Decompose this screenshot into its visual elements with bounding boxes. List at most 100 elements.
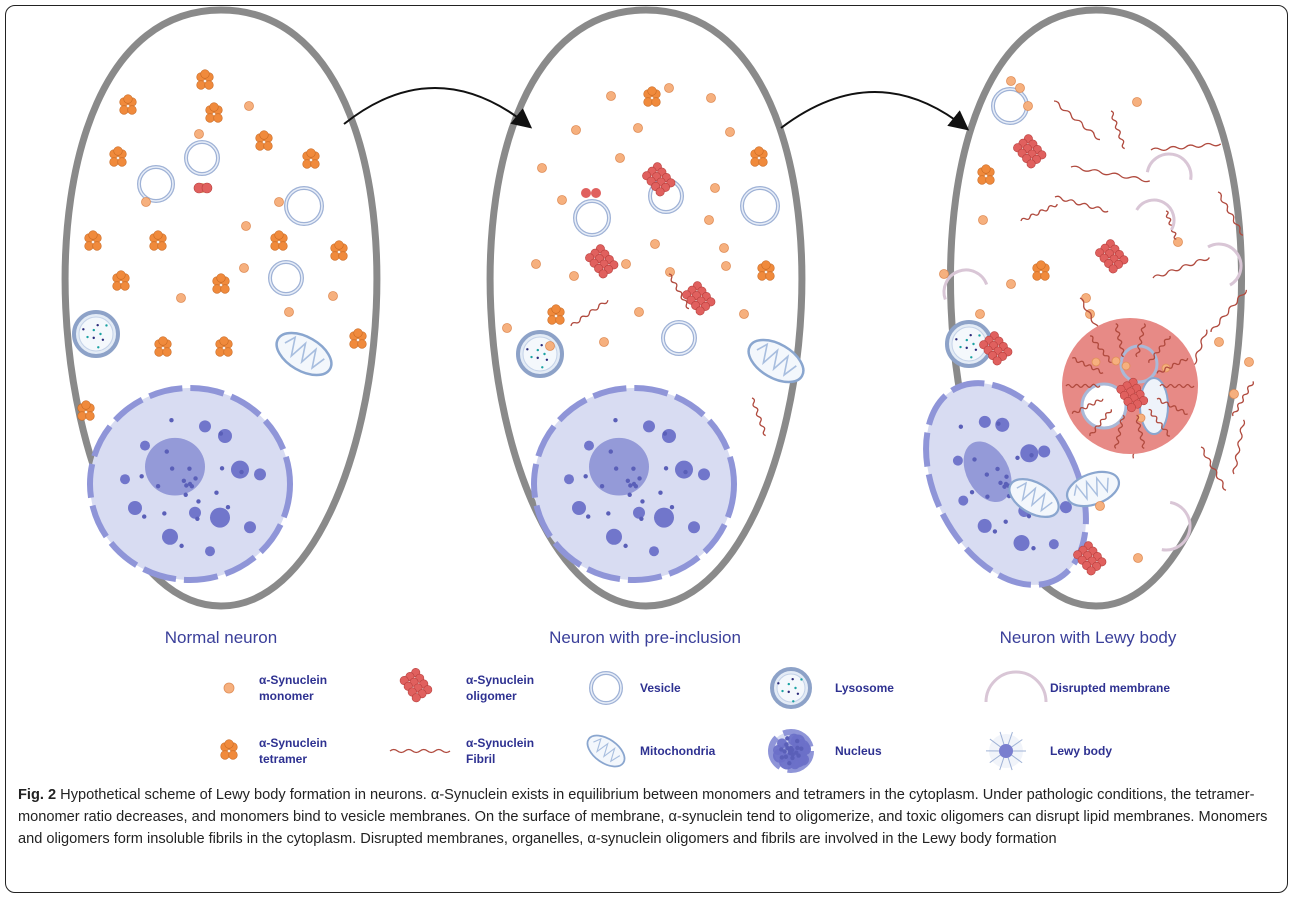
fibril-icon [1150, 142, 1222, 152]
vesicle-icon [284, 186, 324, 226]
legend-label-disrupted-membrane: Disrupted membrane [1050, 680, 1170, 696]
lewy-body-inclusion [1062, 318, 1198, 454]
oligomer-icon [979, 331, 1013, 366]
tetramer-icon [757, 260, 775, 281]
legend-label-nucleus: Nucleus [835, 743, 882, 759]
fibril-icon [1070, 165, 1151, 183]
tetramer-icon [220, 739, 238, 760]
legend-oligomer-icon [399, 668, 433, 703]
lysosome-icon [516, 330, 564, 378]
tetramer-icon [977, 164, 995, 185]
vesicle-icon [573, 199, 611, 237]
cell-label-pre-inclusion: Neuron with pre-inclusion [549, 628, 741, 647]
legend-label-line1: Lewy body [1050, 744, 1113, 758]
cell-label-lewy-body: Neuron with Lewy body [999, 628, 1177, 647]
fibril-icon [570, 300, 609, 327]
legend-label-oligomer: α-Synuclein oligomer [466, 672, 534, 704]
legend-label-lysosome: Lysosome [835, 680, 894, 696]
disrupted-membrane-icon [942, 268, 989, 301]
legend-label-mitochondria: Mitochondria [640, 743, 715, 759]
vesicle-icon [589, 671, 623, 705]
legend-label-lewy-body: Lewy body [1050, 743, 1112, 759]
legend-label-fibril: α-Synuclein Fibril [466, 735, 534, 767]
fibril-icon [1135, 323, 1146, 358]
tetramer-icon [119, 94, 137, 115]
fibril-icon [1114, 414, 1125, 449]
fibril-icon [1156, 397, 1188, 415]
legend-label-line1: α-Synuclein [259, 736, 328, 750]
mitochondria-icon [1008, 477, 1060, 519]
legend-tetramer-icon [220, 739, 238, 760]
oligomer-icon [642, 162, 676, 197]
tetramer-icon [84, 230, 102, 251]
tetramer-icon [643, 86, 661, 107]
tetramer-icon [149, 230, 167, 251]
legend-fibril-icon [389, 748, 451, 754]
tetramer-icon [547, 304, 565, 325]
fibril-icon [1090, 335, 1112, 363]
legend-nucleus-icon [768, 729, 814, 773]
figure-illustration [61, 6, 1254, 773]
fibril-icon [1156, 358, 1189, 374]
fibril-icon [1071, 398, 1104, 414]
tetramer-icon [109, 146, 127, 167]
fibril-icon [1200, 446, 1227, 491]
lysosome-icon [770, 667, 812, 709]
legend-label-line1: Nucleus [835, 744, 882, 758]
fibril-icon [1089, 409, 1113, 437]
fibril-icon [668, 273, 690, 310]
oligomer-icon [585, 244, 619, 279]
legend-label-line2: Fibril [466, 752, 496, 766]
disrupted-membrane-icon [1207, 242, 1243, 287]
oligomer-icon [1073, 541, 1107, 576]
nucleus-icon [768, 729, 814, 773]
vesicle-icon [268, 260, 304, 296]
fibril-icon [1232, 381, 1254, 417]
legend-label-line1: Disrupted membrane [1050, 681, 1171, 695]
legend-label-line2: monomer [259, 689, 314, 703]
tetramer-icon [205, 102, 223, 123]
arrow-1-icon [343, 87, 533, 129]
tetramer-icon [215, 336, 233, 357]
vesicle-icon [184, 140, 220, 176]
legend-disrupted-membrane-icon [984, 670, 1048, 703]
tetramer-icon [302, 148, 320, 169]
legend-monomer-icon [223, 682, 235, 694]
legend-label-monomer: α-Synuclein monomer [259, 672, 327, 704]
fibril-icon [1148, 335, 1171, 364]
disrupted-membrane-icon [1145, 152, 1193, 181]
legend-label-line1: α-Synuclein [259, 673, 328, 687]
cell-label-normal: Normal neuron [164, 628, 278, 647]
fibril-icon [1152, 257, 1210, 279]
legend-mitochondria-icon [586, 734, 626, 768]
fibril-icon [1165, 210, 1177, 240]
legend-label-line1: α-Synuclein [466, 736, 535, 750]
caption-figure-number: Fig. 2 [18, 787, 57, 803]
legend-vesicle-icon [589, 671, 623, 705]
legend-label-line1: Mitochondria [640, 744, 716, 758]
disrupted-membrane-icon [1161, 500, 1192, 552]
tetramer-icon [270, 230, 288, 251]
fibril-icon [1159, 383, 1195, 389]
tetramer-icon [349, 328, 367, 349]
legend-label-line1: Vesicle [640, 681, 681, 695]
legend-lysosome-icon [770, 667, 812, 709]
tetramer-icon [154, 336, 172, 357]
legend-lewy-body-icon [985, 731, 1026, 771]
fibril-icon [1020, 203, 1058, 222]
neuron-normal [61, 6, 381, 610]
process-arrows [343, 87, 970, 131]
tetramer-icon [77, 400, 95, 421]
fibril-icon [1115, 323, 1125, 358]
fibril-icon [1054, 195, 1109, 213]
disrupted-membrane-icon [984, 670, 1048, 703]
tetramer-icon [1032, 260, 1050, 281]
fibril-icon [1232, 419, 1246, 475]
nucleus-icon [531, 385, 737, 583]
figure-frame: Normal neuron Neuron with pre-inclusion … [5, 5, 1288, 893]
fibril-icon [1210, 289, 1248, 333]
nucleus-icon [87, 385, 293, 583]
mitochondria-icon [747, 338, 805, 384]
fibril-icon [1053, 100, 1101, 141]
oligomer-icon [682, 281, 716, 316]
